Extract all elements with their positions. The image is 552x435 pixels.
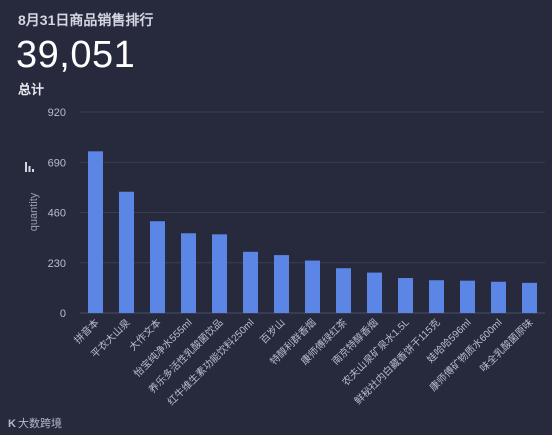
y-axis-label: quantity	[28, 192, 40, 231]
bar	[181, 233, 196, 313]
bar	[88, 151, 103, 313]
bar	[243, 251, 258, 313]
bar	[119, 191, 134, 313]
logo-mark: K	[8, 418, 16, 430]
bar	[305, 260, 320, 313]
chart-title: 8月31日商品销售排行	[18, 12, 154, 28]
logo-text: 大数跨境	[17, 418, 62, 430]
y-tick-label: 920	[48, 107, 66, 119]
bar-chart-icon[interactable]	[25, 160, 37, 172]
x-tick-label: 味全乳酸菌原味	[477, 316, 536, 375]
bar	[398, 278, 413, 313]
total-value: 39,051	[16, 34, 136, 76]
bar	[491, 281, 506, 313]
y-tick-label: 230	[48, 258, 66, 270]
bar	[274, 255, 289, 313]
bar	[150, 221, 165, 313]
y-tick-label: 460	[48, 208, 66, 220]
bar	[367, 272, 382, 313]
y-tick-label: 690	[48, 157, 66, 169]
bar	[429, 280, 444, 313]
bar	[212, 234, 227, 313]
bar	[336, 268, 351, 313]
total-label: 总计	[18, 82, 45, 97]
bar	[460, 280, 475, 313]
x-tick-label: 百岁山	[257, 316, 287, 346]
x-tick-label: 拼音本	[71, 316, 101, 346]
brand-logo: K 大数跨境	[8, 415, 62, 431]
y-tick-label: 0	[60, 308, 66, 320]
bar	[522, 282, 537, 313]
